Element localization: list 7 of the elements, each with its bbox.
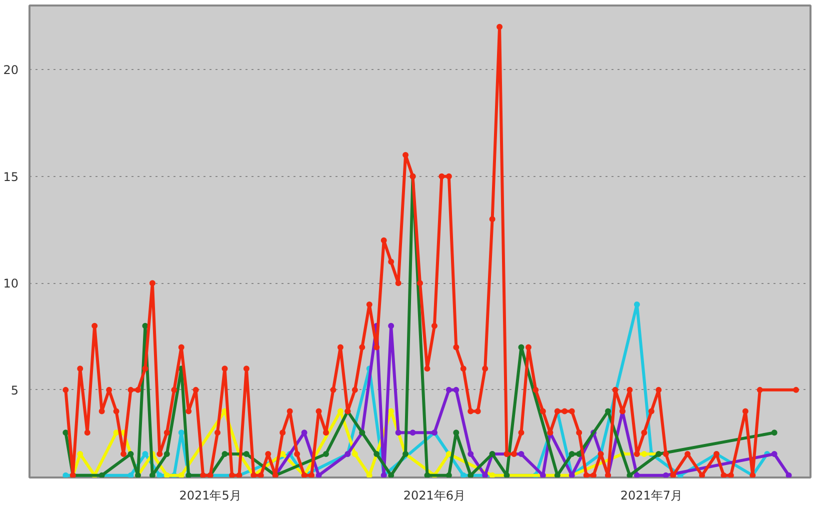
y-tick-label: 5 xyxy=(10,383,19,398)
y-tick-label: 10 xyxy=(3,276,19,291)
x-tick-label: 2021年5月 xyxy=(179,488,242,502)
y-tick-label: 20 xyxy=(3,63,19,78)
x-tick-label: 2021年6月 xyxy=(403,488,466,502)
x-tick-label: 2021年7月 xyxy=(620,488,683,502)
y-tick-label: 15 xyxy=(3,170,19,184)
